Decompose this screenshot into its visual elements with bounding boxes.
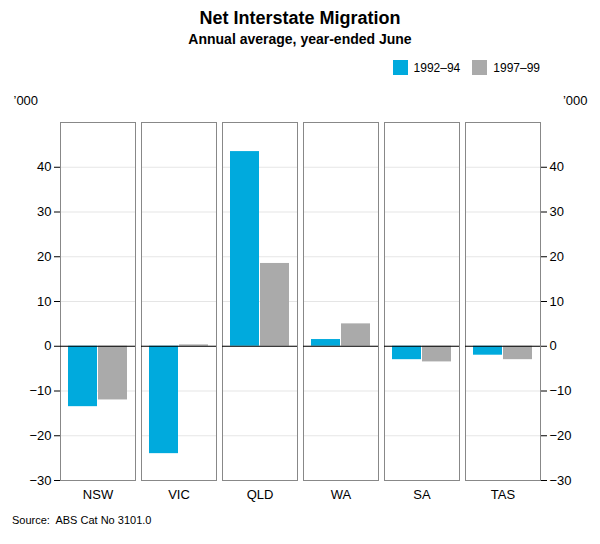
svg-text:30: 30	[550, 204, 564, 219]
svg-text:40: 40	[37, 159, 51, 174]
svg-text:WA: WA	[331, 487, 352, 502]
svg-text:10: 10	[37, 294, 51, 309]
svg-text:’000: ’000	[563, 93, 588, 108]
svg-text:−10: −10	[550, 383, 572, 398]
svg-text:0: 0	[550, 338, 557, 353]
svg-text:−30: −30	[550, 473, 572, 488]
svg-text:30: 30	[37, 204, 51, 219]
html-text:Source: ABS Cat No 3101.0: Source: ABS Cat No 3101.0	[12, 514, 152, 526]
svg-text:−20: −20	[29, 428, 51, 443]
svg-text:40: 40	[550, 159, 564, 174]
svg-text:QLD: QLD	[247, 487, 274, 502]
html-text:1992–94: 1992–94	[413, 60, 461, 75]
html-text:1997–99: 1997–99	[493, 60, 540, 75]
html-text:Annual average, year-ended Jun: Annual average, year-ended June	[188, 31, 412, 47]
svg-text:NSW: NSW	[83, 487, 114, 502]
svg-text:−30: −30	[29, 473, 51, 488]
svg-text:−10: −10	[29, 383, 51, 398]
svg-text:VIC: VIC	[168, 487, 190, 502]
svg-text:20: 20	[37, 249, 51, 264]
svg-text:TAS: TAS	[491, 487, 516, 502]
svg-text:10: 10	[550, 294, 564, 309]
svg-text:SA: SA	[413, 487, 431, 502]
svg-text:0: 0	[44, 338, 51, 353]
svg-text:’000: ’000	[14, 93, 39, 108]
svg-text:20: 20	[550, 249, 564, 264]
svg-text:−20: −20	[550, 428, 572, 443]
html-text:Net Interstate Migration: Net Interstate Migration	[199, 8, 401, 28]
